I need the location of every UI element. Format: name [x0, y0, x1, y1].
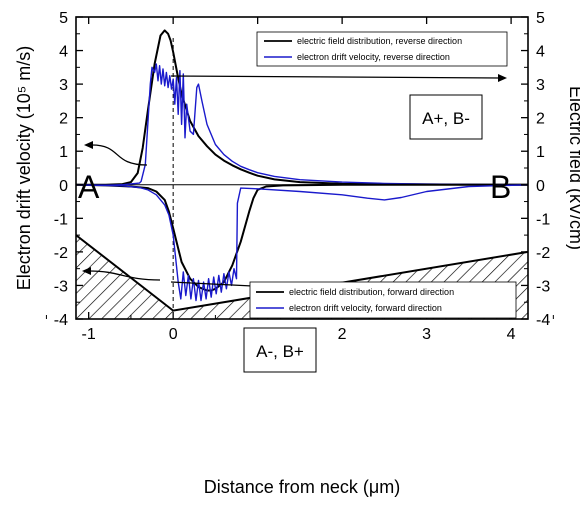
series-line-electron-drift-velocity-forward-direction — [76, 184, 528, 302]
y-left-tick-label: 5 — [59, 10, 68, 27]
y-right-tick-label: 3 — [536, 77, 545, 94]
y-left-tick-label: -4 — [54, 312, 68, 329]
annotation-box-forward: A-, B+ — [243, 327, 317, 373]
legend-forward-label-field: electric field distribution, forward dir… — [289, 287, 454, 297]
arrow-forward-velocity-to-left-axis — [89, 270, 161, 281]
y-left-tick-label: 0 — [59, 178, 68, 195]
y-right-tick-label: -3 — [536, 278, 550, 295]
arrowhead-right-upper — [498, 74, 507, 82]
y-right-tick-label: 2 — [536, 111, 545, 128]
y-left-tick-label: 4 — [59, 44, 68, 61]
x-tick-label: 4 — [507, 326, 516, 343]
arrowhead-left-upper — [84, 141, 93, 149]
legend-forward-label-velocity: electron drift velocity, forward directi… — [289, 303, 442, 313]
x-axis-label: Distance from neck (μm) — [204, 477, 400, 497]
series-line-electron-drift-velocity-reverse-direction — [76, 63, 528, 186]
y-left-tick-label: -2 — [54, 245, 68, 262]
y-left-tick-label: 1 — [59, 144, 68, 161]
x-tick-label: -1 — [82, 326, 96, 343]
legend-reverse-label-field: electric field distribution, reverse dir… — [297, 36, 462, 46]
series-line-electric-field-distribution-reverse-direction — [76, 29, 528, 186]
y-right-tick-label: 0 — [536, 178, 545, 195]
y-right-tick-label: 5 — [536, 10, 545, 27]
legend-reverse-label-velocity: electron drift velocity, reverse directi… — [297, 52, 450, 62]
y-right-tick-label: 1 — [536, 144, 545, 161]
arrowhead-left-lower — [82, 267, 91, 275]
y-left-tick-label: 3 — [59, 77, 68, 94]
terminal-a-label: A — [78, 169, 100, 205]
legend-reverse: electric field distribution, reverse dir… — [256, 31, 508, 67]
legend-forward: electric field distribution, forward dir… — [249, 281, 517, 319]
arrow-reverse-velocity-to-left-axis — [91, 144, 148, 166]
x-tick-label: 0 — [169, 326, 178, 343]
y-left-tick-label: -1 — [54, 211, 68, 228]
annotation-box-reverse-text: A+, B- — [422, 109, 470, 128]
x-tick-label: 2 — [338, 326, 347, 343]
y-left-tick-label: -3 — [54, 278, 68, 295]
y-axis-left-label: Electron drift velocity (10⁵ m/s) — [14, 46, 34, 291]
x-tick-label: 3 — [422, 326, 431, 343]
y-axis-right-label: Electric field (kV/cm) — [566, 86, 580, 250]
hatched-area-boundary-line — [76, 234, 528, 312]
y-right-tick-label: -1 — [536, 211, 550, 228]
annotation-box-forward-text: A-, B+ — [256, 342, 304, 361]
annotation-box-reverse: A+, B- — [409, 94, 483, 140]
y-left-tick-label: 2 — [59, 111, 68, 128]
series-lines — [76, 29, 528, 302]
terminal-b-label: B — [490, 169, 511, 205]
arrow-reverse-field-to-right-axis — [170, 75, 501, 79]
series-line-electric-field-distribution-forward-direction — [76, 183, 528, 292]
y-right-tick-label: 4 — [536, 44, 545, 61]
y-right-tick-label: -2 — [536, 245, 550, 262]
y-right-tick-label: -4 — [536, 312, 550, 329]
